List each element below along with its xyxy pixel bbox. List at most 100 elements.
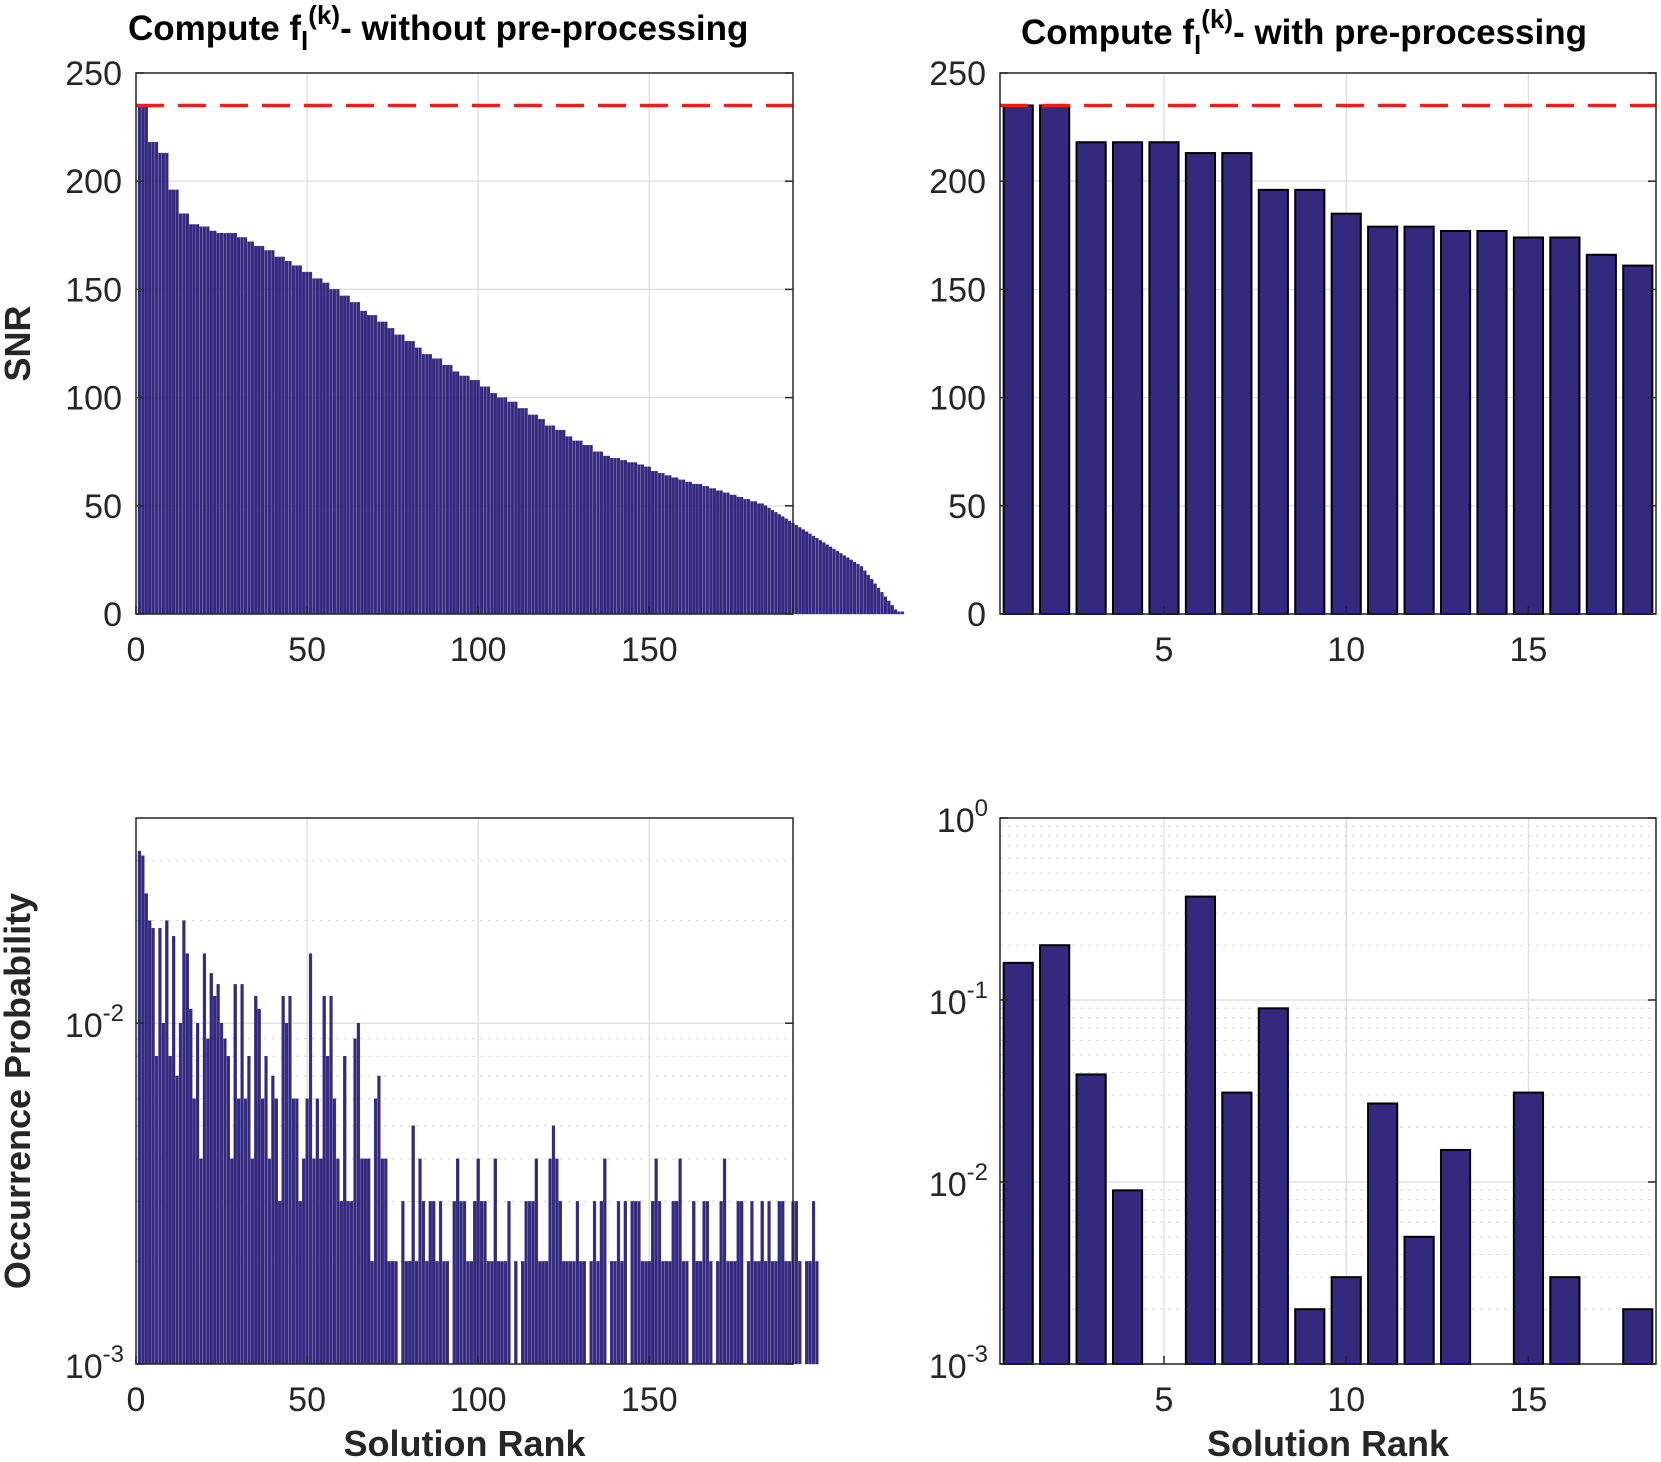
- bar: [223, 1038, 227, 1365]
- bar: [141, 855, 145, 1365]
- bar: [339, 295, 343, 615]
- axes-box: [135, 72, 794, 615]
- bar: [531, 1201, 535, 1365]
- bar: [623, 1201, 627, 1365]
- bar: [480, 386, 484, 615]
- bar: [753, 1261, 757, 1365]
- bar: [811, 535, 816, 615]
- bar: [1039, 944, 1071, 1365]
- bar: [1512, 1091, 1545, 1365]
- bar: [202, 953, 207, 1365]
- bar: [346, 295, 350, 615]
- bar: [534, 1158, 538, 1365]
- bar: [644, 466, 648, 615]
- bar: [271, 250, 275, 615]
- bar: [456, 371, 460, 615]
- y-tick-label: 250: [929, 55, 986, 93]
- bar: [466, 1261, 470, 1365]
- bar: [1257, 188, 1289, 616]
- bar: [1512, 236, 1545, 616]
- bar: [267, 1158, 272, 1365]
- y-tick-label: 150: [929, 271, 986, 309]
- bar: [346, 1201, 350, 1365]
- bar: [298, 265, 302, 615]
- bar: [870, 579, 874, 615]
- bar: [630, 462, 634, 615]
- bar: [829, 546, 833, 615]
- bar: [716, 490, 720, 615]
- bar: [685, 1261, 689, 1365]
- bar: [880, 592, 884, 615]
- bar: [360, 1158, 364, 1365]
- bar: [370, 315, 374, 615]
- y-tick-label: 200: [929, 163, 986, 201]
- bar: [503, 397, 508, 615]
- bar: [1148, 141, 1180, 616]
- bar: [514, 401, 518, 615]
- bar: [308, 271, 313, 615]
- bar: [384, 1158, 388, 1365]
- bar: [178, 213, 183, 615]
- bar: [151, 142, 155, 615]
- bar: [466, 375, 470, 615]
- bar: [729, 1261, 734, 1365]
- bar: [291, 265, 296, 615]
- y-tick-label: 10-3: [65, 1341, 124, 1386]
- bar: [254, 245, 258, 615]
- bar: [168, 1056, 172, 1365]
- bar: [483, 386, 487, 615]
- bar: [678, 1158, 682, 1365]
- bar: [209, 973, 213, 1365]
- y-tick-label: 10-2: [929, 1159, 988, 1204]
- bar: [801, 529, 805, 615]
- bar: [435, 358, 439, 615]
- bar: [692, 483, 696, 615]
- bar: [404, 341, 408, 615]
- bar: [401, 1201, 405, 1365]
- bar: [709, 488, 713, 615]
- bar: [261, 1098, 265, 1365]
- bar: [726, 1261, 730, 1365]
- bar: [295, 265, 299, 615]
- bar: [777, 514, 781, 615]
- bar: [668, 1261, 672, 1365]
- bar: [507, 401, 511, 615]
- bar: [746, 1261, 751, 1365]
- x-tick-label: 10: [1327, 631, 1365, 669]
- bar: [1622, 1308, 1654, 1365]
- bar: [452, 1201, 456, 1365]
- bar: [1367, 225, 1399, 615]
- bar: [657, 473, 662, 615]
- bar: [589, 445, 593, 615]
- bar: [1330, 1276, 1362, 1366]
- y-tick-label: 10-1: [929, 977, 988, 1022]
- bar: [805, 531, 809, 615]
- bar: [767, 507, 771, 615]
- bar: [541, 419, 545, 615]
- bar: [240, 237, 244, 615]
- bar: [373, 1098, 378, 1365]
- bar: [302, 271, 306, 615]
- bar: [575, 1201, 580, 1365]
- bar: [699, 1261, 703, 1365]
- bar: [798, 1261, 802, 1365]
- bar: [740, 1201, 744, 1365]
- bar: [589, 1261, 593, 1365]
- x-tick-label: 5: [1155, 631, 1174, 669]
- bar: [476, 380, 480, 615]
- bar: [527, 414, 532, 615]
- bar: [1111, 1189, 1144, 1366]
- bar: [319, 278, 323, 615]
- bar: [616, 1201, 621, 1365]
- bar: [887, 600, 891, 615]
- bar: [586, 445, 590, 615]
- bar: [774, 1261, 778, 1365]
- bar: [514, 1261, 518, 1365]
- bar: [740, 496, 744, 615]
- bar: [572, 1261, 576, 1365]
- probability-with-chart: 10-3 10-2 10-1 100 5 10 15 Solution Rank: [929, 795, 1657, 1462]
- bar: [627, 462, 631, 615]
- bar: [616, 457, 621, 615]
- bar: [438, 358, 443, 615]
- bar: [705, 486, 710, 615]
